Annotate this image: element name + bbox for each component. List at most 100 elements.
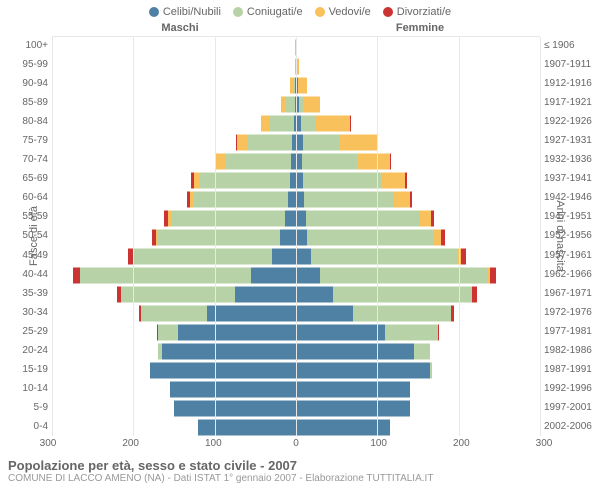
bar-segment-co <box>171 210 285 227</box>
footer-subtitle: COMUNE DI LACCO AMENO (NA) - Dati ISTAT … <box>8 473 592 484</box>
bar-segment-c <box>170 381 296 398</box>
male-half <box>52 229 296 244</box>
y-right-tick: 2002-2006 <box>544 421 600 432</box>
bar-segment-v <box>357 153 390 170</box>
legend-item: Coniugati/e <box>233 6 303 18</box>
bar-segment-c <box>296 229 307 246</box>
bar-segment-c <box>280 229 296 246</box>
bar-segment-c <box>296 419 390 436</box>
bar-segment-co <box>301 115 316 132</box>
female-half <box>296 77 540 92</box>
female-half <box>296 419 540 434</box>
bar-segment-co <box>302 153 357 170</box>
legend-item: Vedovi/e <box>315 6 371 18</box>
bar-segment-v <box>394 191 410 208</box>
legend-swatch <box>149 7 159 17</box>
bar-segment-v <box>216 153 226 170</box>
y-right-tick: 1972-1976 <box>544 307 600 318</box>
x-tick: 100 <box>370 438 387 449</box>
y-left-tick: 40-44 <box>0 269 48 280</box>
male-half <box>52 419 296 434</box>
y-right-tick: 1942-1946 <box>544 192 600 203</box>
bar-segment-v <box>420 210 431 227</box>
bar-segment-co <box>270 115 294 132</box>
y-right-axis-label: Anni di nascita <box>554 200 566 272</box>
y-left-tick: 60-64 <box>0 192 48 203</box>
female-half <box>296 58 540 73</box>
bar-segment-c <box>207 305 296 322</box>
bar-segment-co <box>226 153 291 170</box>
y-left-tick: 65-69 <box>0 173 48 184</box>
bar-segment-co <box>303 134 340 151</box>
female-half <box>296 115 540 130</box>
y-left-tick: 95-99 <box>0 59 48 70</box>
bar-segment-c <box>198 419 296 436</box>
y-left-tick: 80-84 <box>0 116 48 127</box>
x-tick: 300 <box>40 438 57 449</box>
x-tick: 0 <box>293 438 299 449</box>
bar-segment-co <box>333 286 471 303</box>
female-half <box>296 39 540 54</box>
bar-segment-c <box>296 248 311 265</box>
y-left-tick: 75-79 <box>0 135 48 146</box>
bar-segment-c <box>251 267 296 284</box>
female-half <box>296 229 540 244</box>
bar-segment-v <box>237 134 248 151</box>
bar-segment-c <box>178 324 296 341</box>
footer-title: Popolazione per età, sesso e stato civil… <box>8 458 592 473</box>
y-left-tick: 0-4 <box>0 421 48 432</box>
grid-line <box>377 37 378 436</box>
y-left-tick: 35-39 <box>0 288 48 299</box>
bar-segment-co <box>158 324 178 341</box>
female-half <box>296 305 540 320</box>
bar-segment-c <box>296 172 303 189</box>
female-half <box>296 153 540 168</box>
bar-segment-d <box>461 248 466 265</box>
male-half <box>52 381 296 396</box>
bar-segment-c <box>150 362 296 379</box>
grid-line <box>540 37 541 436</box>
female-half <box>296 96 540 111</box>
male-half <box>52 210 296 225</box>
legend-label: Vedovi/e <box>329 6 371 18</box>
male-half <box>52 58 296 73</box>
footer: Popolazione per età, sesso e stato civil… <box>0 454 600 484</box>
y-right-tick: 1952-1956 <box>544 230 600 241</box>
y-right-tick: 1937-1941 <box>544 173 600 184</box>
x-axis: 3002001000100200300 <box>0 436 600 454</box>
male-half <box>52 77 296 92</box>
male-half <box>52 134 296 149</box>
female-half <box>296 362 540 377</box>
bar-segment-co <box>353 305 451 322</box>
bar-segment-d <box>472 286 477 303</box>
legend-item: Divorziati/e <box>383 6 451 18</box>
bar-segment-co <box>80 267 251 284</box>
bar-segment-c <box>296 286 333 303</box>
male-half <box>52 248 296 263</box>
bar-segment-co <box>385 324 438 341</box>
y-right-tick: 1987-1991 <box>544 364 600 375</box>
y-right-tick: 1982-1986 <box>544 345 600 356</box>
column-headers: Maschi Femmine <box>0 20 600 36</box>
bar-segment-d <box>410 191 412 208</box>
bar-segment-c <box>296 362 430 379</box>
bar-segment-co <box>247 134 292 151</box>
y-right-tick: ≤ 1906 <box>544 40 600 51</box>
male-half <box>52 172 296 187</box>
y-right-tick: 1957-1961 <box>544 250 600 261</box>
y-right-tick: 1962-1966 <box>544 269 600 280</box>
male-half <box>52 267 296 282</box>
female-half <box>296 134 540 149</box>
bar-segment-d <box>490 267 497 284</box>
x-tick: 200 <box>122 438 139 449</box>
female-half <box>296 286 540 301</box>
bar-segment-c <box>296 343 414 360</box>
y-left-tick: 25-29 <box>0 326 48 337</box>
female-half <box>296 343 540 358</box>
bar-segment-d <box>451 305 454 322</box>
bar-segment-d <box>390 153 391 170</box>
y-left-tick: 70-74 <box>0 154 48 165</box>
y-right-tick: 1907-1911 <box>544 59 600 70</box>
bar-segment-co <box>306 210 420 227</box>
legend-swatch <box>315 7 325 17</box>
